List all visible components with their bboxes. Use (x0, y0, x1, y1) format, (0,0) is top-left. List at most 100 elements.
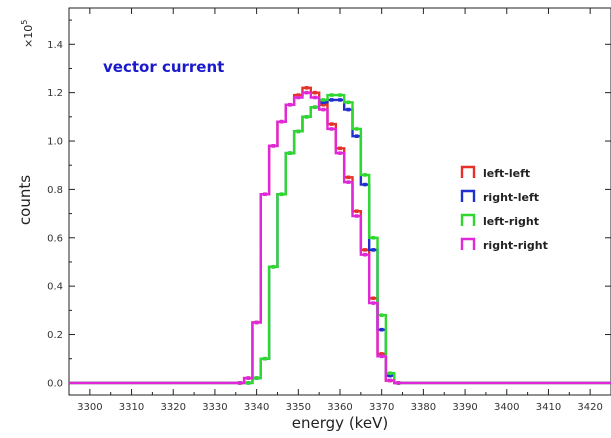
data-point (363, 248, 367, 252)
legend-item: left-right (460, 213, 539, 228)
legend-item: right-left (460, 189, 539, 204)
data-point (246, 376, 251, 380)
x-tick-label: 3400 (494, 402, 519, 413)
x-tick-label: 3410 (536, 402, 561, 413)
data-point (363, 173, 367, 177)
legend-label: right-right (483, 239, 548, 252)
data-point (238, 381, 242, 385)
data-point (271, 265, 276, 269)
data-point (379, 313, 384, 317)
data-point (329, 93, 334, 97)
annotation-vector-current: vector current (103, 58, 224, 76)
y-tick-label: 0.0 (47, 378, 63, 389)
data-point (346, 100, 351, 105)
series-layer (69, 86, 611, 385)
x-tick-label: 3320 (161, 402, 186, 413)
data-point (321, 107, 326, 112)
data-point (263, 192, 267, 197)
data-point (288, 151, 292, 155)
data-point (296, 129, 301, 134)
x-tick-label: 3300 (77, 402, 102, 413)
data-point (346, 107, 351, 112)
data-point (338, 93, 342, 97)
data-point (388, 371, 392, 376)
x-tick-label: 3310 (119, 402, 144, 413)
data-point (313, 95, 317, 100)
data-point (371, 235, 376, 240)
data-point (363, 252, 367, 257)
data-point (321, 98, 326, 102)
data-point (329, 98, 334, 102)
data-point (371, 301, 376, 305)
data-point (354, 209, 359, 213)
legend-item: right-right (460, 237, 548, 252)
data-point (254, 320, 259, 325)
data-point (313, 105, 317, 109)
data-point (379, 352, 384, 356)
legend-label: left-right (483, 215, 539, 228)
x-tick-label: 3340 (244, 402, 269, 413)
data-point (388, 378, 392, 383)
data-point (313, 90, 317, 95)
data-point (321, 102, 326, 107)
data-point (388, 373, 392, 378)
y-tick-label: 0.8 (47, 185, 63, 196)
y-exponent-base: ×10 (22, 25, 35, 48)
data-point (296, 95, 301, 100)
data-point (254, 376, 259, 380)
y-tick-label: 0.6 (47, 233, 63, 244)
y-tick-label: 1.0 (47, 137, 63, 148)
data-point (304, 115, 309, 119)
x-tick-label: 3380 (411, 402, 436, 413)
y-axis-ticks: 0.0 0.2 0.4 0.6 0.8 1.0 1.2 1.4 (47, 19, 611, 389)
data-point (354, 134, 359, 138)
x-tick-label: 3330 (202, 402, 227, 413)
data-point (329, 127, 334, 131)
plot-frame (68, 7, 611, 396)
x-tick-label: 3350 (286, 402, 311, 413)
legend: left-left right-left left-right right-right (460, 165, 548, 252)
data-point (329, 122, 334, 126)
data-point (379, 354, 384, 359)
data-point (304, 90, 309, 95)
series-right-right (69, 90, 611, 385)
data-point (296, 93, 301, 97)
data-point (396, 381, 401, 385)
data-point (321, 100, 326, 105)
data-point (346, 175, 351, 180)
data-point (338, 98, 342, 102)
data-point (263, 356, 267, 361)
data-point (363, 182, 367, 187)
data-point (288, 102, 292, 107)
legend-label: right-left (483, 191, 539, 204)
data-point (304, 86, 309, 90)
data-point (279, 192, 284, 197)
data-point (279, 119, 284, 124)
x-axis-ticks: 3300 3310 3320 3330 3340 3350 3360 3370 3380 3390… (77, 8, 603, 413)
data-point (354, 127, 359, 131)
series-line (69, 91, 611, 385)
x-tick-label: 3360 (327, 402, 352, 413)
y-exponent-label: ×105 (20, 20, 35, 48)
data-point (338, 151, 342, 155)
data-point (371, 296, 376, 301)
legend-swatch (460, 189, 476, 202)
data-point (354, 214, 359, 218)
y-tick-label: 1.2 (47, 88, 63, 99)
data-point (346, 180, 351, 184)
y-tick-label: 1.4 (47, 40, 63, 51)
x-tick-label: 3390 (452, 402, 477, 413)
y-exponent-power: 5 (20, 20, 29, 25)
data-point (371, 248, 376, 252)
legend-label: left-left (483, 167, 530, 180)
y-tick-label: 0.2 (47, 330, 63, 341)
data-point (246, 381, 251, 385)
legend-swatch (460, 237, 476, 250)
y-tick-label: 0.4 (47, 282, 63, 293)
legend-swatch (460, 213, 476, 226)
x-tick-label: 3420 (577, 402, 602, 413)
x-tick-label: 3370 (369, 402, 394, 413)
legend-item: left-left (460, 165, 530, 180)
data-point (338, 146, 342, 151)
